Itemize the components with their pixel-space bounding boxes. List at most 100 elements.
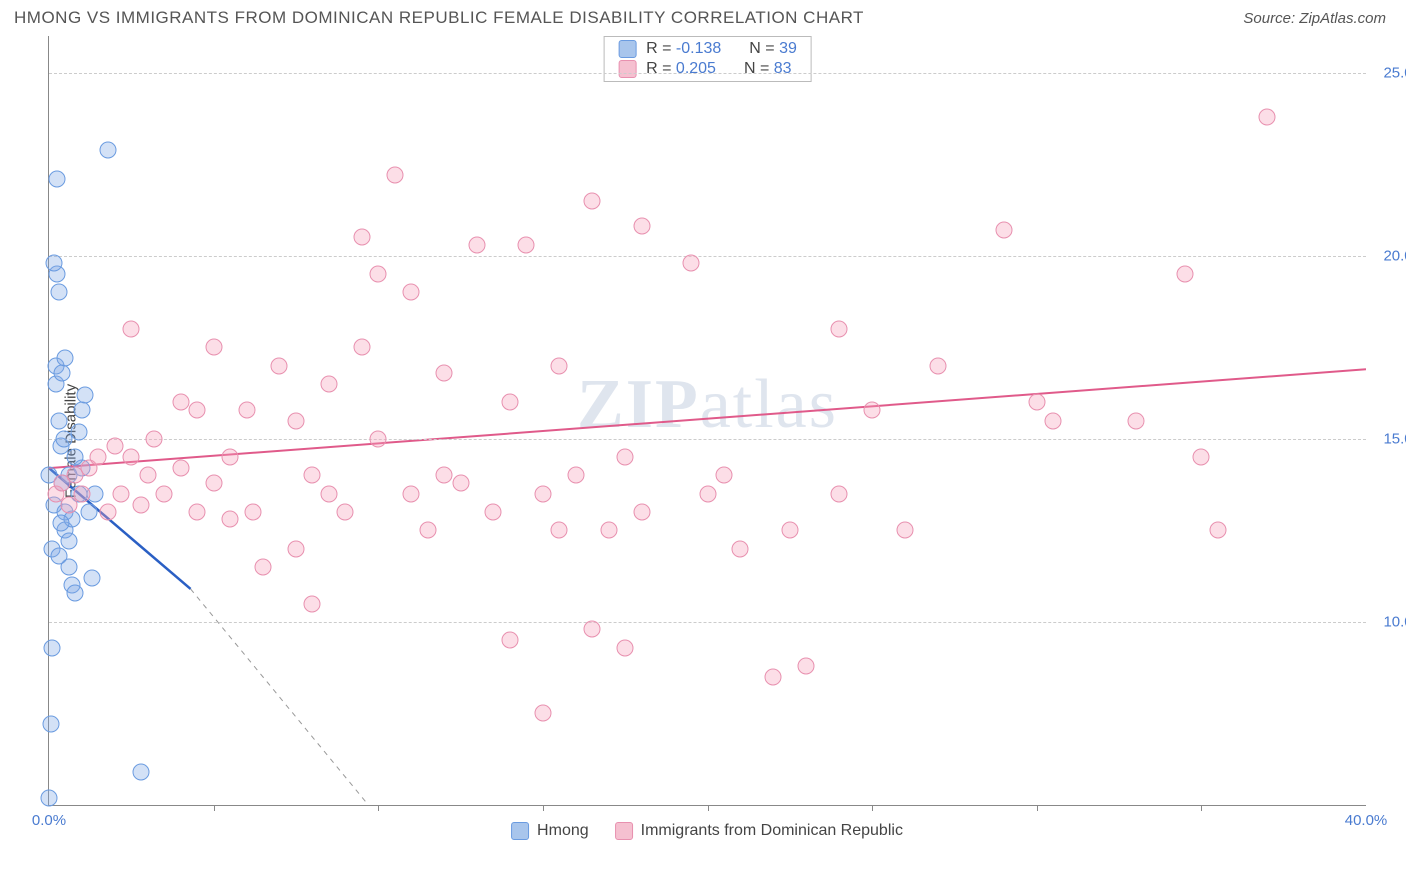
data-point <box>44 639 61 656</box>
data-point <box>156 485 173 502</box>
data-point <box>320 485 337 502</box>
x-tick-mark <box>214 805 215 811</box>
data-point <box>501 394 518 411</box>
series-swatch <box>618 60 636 78</box>
gridline <box>49 439 1366 440</box>
legend-label: Hmong <box>537 822 589 840</box>
data-point <box>189 504 206 521</box>
stats-legend-box: R = -0.138 N = 39 R = 0.205 N = 83 <box>603 36 812 82</box>
data-point <box>633 504 650 521</box>
x-tick-label: 0.0% <box>32 812 66 829</box>
data-point <box>100 504 117 521</box>
legend-swatch <box>511 822 529 840</box>
data-point <box>551 522 568 539</box>
data-point <box>54 364 71 381</box>
data-point <box>617 639 634 656</box>
data-point <box>320 375 337 392</box>
data-point <box>189 401 206 418</box>
data-point <box>1259 108 1276 125</box>
stats-r: R = -0.138 <box>646 40 721 58</box>
x-tick-mark <box>872 805 873 811</box>
data-point <box>353 229 370 246</box>
series-swatch <box>618 40 636 58</box>
stats-row: R = -0.138 N = 39 <box>604 39 811 59</box>
data-point <box>534 485 551 502</box>
y-tick-label: 25.0% <box>1383 64 1406 81</box>
data-point <box>370 266 387 283</box>
trend-lines <box>49 36 1366 805</box>
data-point <box>70 423 87 440</box>
chart-area: Female Disability ZIPatlas R = -0.138N =… <box>48 36 1366 846</box>
data-point <box>567 467 584 484</box>
y-tick-label: 10.0% <box>1383 613 1406 630</box>
data-point <box>77 386 94 403</box>
data-point <box>50 412 67 429</box>
data-point <box>584 192 601 209</box>
data-point <box>123 320 140 337</box>
data-point <box>255 558 272 575</box>
data-point <box>287 412 304 429</box>
data-point <box>222 511 239 528</box>
data-point <box>798 657 815 674</box>
data-point <box>436 467 453 484</box>
data-point <box>73 485 90 502</box>
gridline <box>49 73 1366 74</box>
data-point <box>304 595 321 612</box>
stats-n: N = 39 <box>749 40 797 58</box>
data-point <box>584 621 601 638</box>
data-point <box>469 236 486 253</box>
data-point <box>831 320 848 337</box>
data-point <box>485 504 502 521</box>
stats-n: N = 83 <box>744 60 792 78</box>
stats-r: R = 0.205 <box>646 60 716 78</box>
data-point <box>80 504 97 521</box>
data-point <box>271 357 288 374</box>
data-point <box>518 236 535 253</box>
data-point <box>146 430 163 447</box>
data-point <box>73 401 90 418</box>
data-point <box>732 540 749 557</box>
data-point <box>633 218 650 235</box>
data-point <box>50 284 67 301</box>
data-point <box>551 357 568 374</box>
data-point <box>386 167 403 184</box>
data-point <box>106 438 123 455</box>
data-point <box>1209 522 1226 539</box>
data-point <box>403 485 420 502</box>
data-point <box>600 522 617 539</box>
data-point <box>42 716 59 733</box>
plot-region: ZIPatlas R = -0.138 N = 39 R = 0.205 N = 83… <box>48 36 1366 806</box>
data-point <box>699 485 716 502</box>
data-point <box>50 548 67 565</box>
data-point <box>57 350 74 367</box>
data-point <box>436 364 453 381</box>
bottom-legend: Hmong Immigrants from Dominican Republic <box>511 822 903 840</box>
y-tick-label: 15.0% <box>1383 430 1406 447</box>
data-point <box>501 632 518 649</box>
data-point <box>781 522 798 539</box>
data-point <box>238 401 255 418</box>
data-point <box>1028 394 1045 411</box>
data-point <box>41 789 58 806</box>
data-point <box>287 540 304 557</box>
data-point <box>403 284 420 301</box>
x-tick-mark <box>708 805 709 811</box>
header: HMONG VS IMMIGRANTS FROM DOMINICAN REPUB… <box>0 0 1406 32</box>
x-tick-mark <box>1201 805 1202 811</box>
data-point <box>1045 412 1062 429</box>
data-point <box>304 467 321 484</box>
data-point <box>419 522 436 539</box>
data-point <box>139 467 156 484</box>
data-point <box>49 170 66 187</box>
data-point <box>995 222 1012 239</box>
data-point <box>353 339 370 356</box>
data-point <box>83 569 100 586</box>
data-point <box>245 504 262 521</box>
data-point <box>60 533 77 550</box>
source: Source: ZipAtlas.com <box>1243 10 1386 27</box>
x-tick-mark <box>1037 805 1038 811</box>
legend-swatch <box>615 822 633 840</box>
watermark: ZIPatlas <box>577 365 838 445</box>
legend-item: Immigrants from Dominican Republic <box>615 822 903 840</box>
data-point <box>831 485 848 502</box>
